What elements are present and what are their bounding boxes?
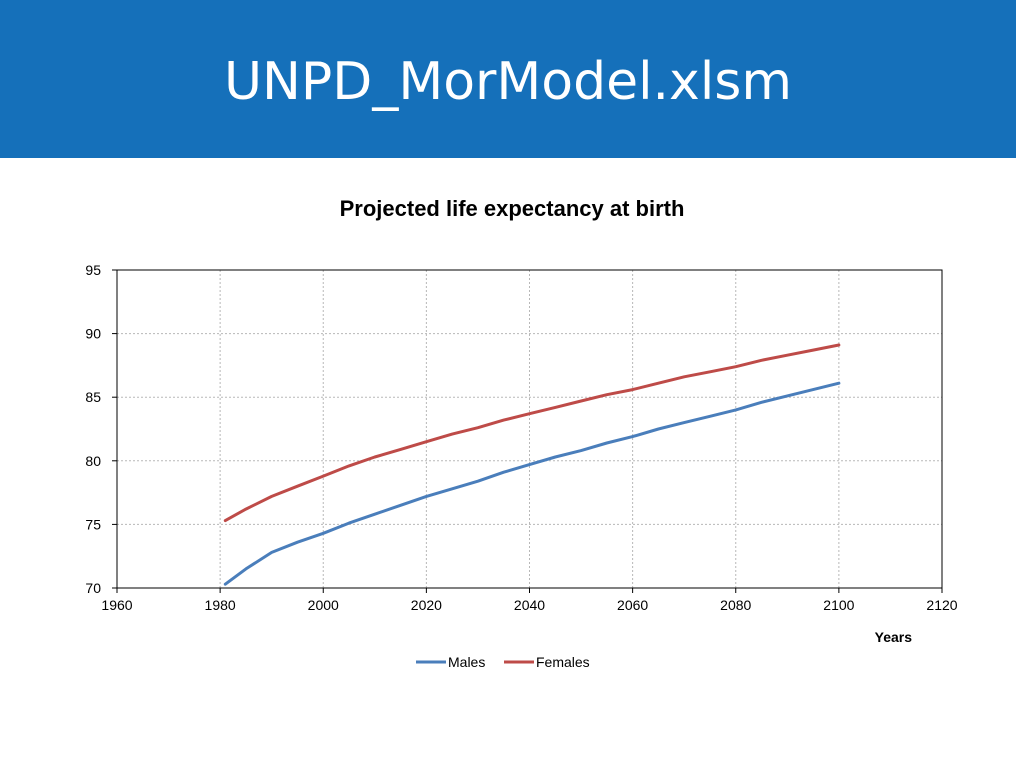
- y-tick-label: 75: [85, 516, 101, 532]
- x-tick-label: 2040: [514, 597, 545, 613]
- y-tick-label: 70: [85, 580, 101, 596]
- y-tick-label: 95: [85, 262, 101, 278]
- chart-title: Projected life expectancy at birth: [340, 196, 685, 221]
- plot-area-border: [116, 269, 943, 589]
- slide-title: UNPD_MorModel.xlsm: [223, 52, 793, 112]
- x-tick-label: 2020: [411, 597, 442, 613]
- series-line-females: [223, 343, 841, 523]
- legend: Males Females: [416, 654, 590, 670]
- title-banner: UNPD_MorModel.xlsm: [0, 0, 1016, 158]
- x-tick-label: 1960: [101, 597, 132, 613]
- life-expectancy-chart: Projected life expectancy at birth 1960 1…: [85, 196, 957, 670]
- y-tick-label: 85: [85, 389, 101, 405]
- x-tick-label: 2080: [720, 597, 751, 613]
- y-tick-label: 80: [85, 453, 101, 469]
- x-tick-label: 2100: [823, 597, 854, 613]
- gridlines: [117, 270, 942, 588]
- series-line-males: [223, 381, 841, 586]
- chart-area: Projected life expectancy at birth 1960 1…: [0, 158, 1024, 718]
- x-tick-label: 2120: [926, 597, 957, 613]
- x-tick-label: 2060: [617, 597, 648, 613]
- x-tick-label: 2000: [308, 597, 339, 613]
- x-axis-label: Years: [875, 629, 913, 645]
- legend-label-males: Males: [448, 654, 485, 670]
- x-tick-label: 1980: [205, 597, 236, 613]
- y-tick-label: 90: [85, 326, 101, 342]
- series-lines: [223, 343, 841, 586]
- legend-label-females: Females: [536, 654, 590, 670]
- axis-ticks: 1960 1980 2000 2020 2040 2060 2080 2100 2120 70 75…: [85, 262, 957, 613]
